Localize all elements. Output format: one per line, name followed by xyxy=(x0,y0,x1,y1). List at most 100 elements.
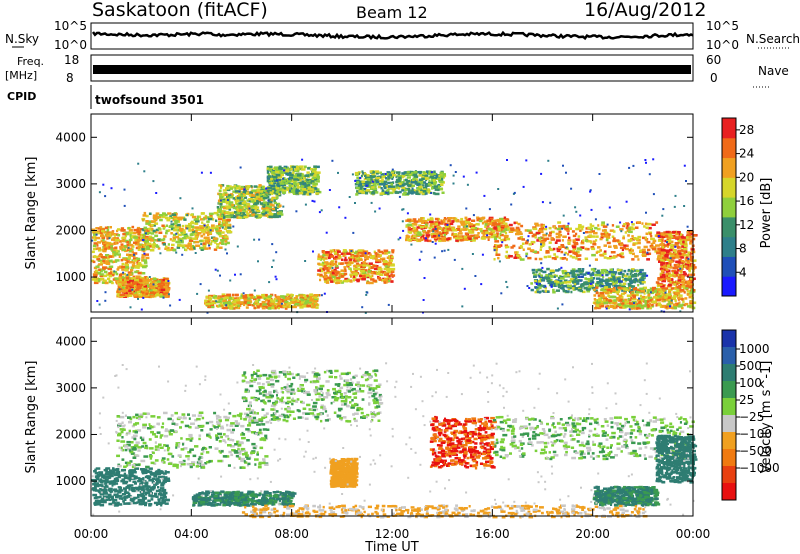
power-echo-cell xyxy=(337,253,339,256)
power-echo-cell xyxy=(438,221,440,224)
power-echo-cell xyxy=(486,220,490,223)
power-echo-cell xyxy=(134,266,137,269)
power-echo-cell xyxy=(116,250,119,253)
power-echo-cell xyxy=(290,168,293,171)
power-echo-cell xyxy=(356,181,359,184)
power-echo-cell xyxy=(423,231,425,234)
power-echo-cell xyxy=(348,267,351,270)
power-echo-cell xyxy=(379,183,383,186)
power-echo-cell xyxy=(96,258,100,261)
power-echo-cell xyxy=(353,268,355,271)
power-echo-cell xyxy=(259,215,262,218)
power-echo-cell xyxy=(107,278,110,281)
power-echo-cell xyxy=(626,227,628,230)
freq-band xyxy=(93,65,691,74)
power-echo-cell xyxy=(549,275,553,278)
power-echo-cell xyxy=(631,249,634,252)
power-echo-cell xyxy=(257,296,262,299)
power-echo-cell xyxy=(641,290,645,293)
nave-label: Nave xyxy=(758,64,789,78)
power-echo-cell xyxy=(230,187,233,190)
power-echo-cell xyxy=(243,304,245,307)
power-echo-cell xyxy=(95,270,98,273)
power-echo-cell xyxy=(324,272,327,275)
power-echo-cell xyxy=(482,237,486,240)
power-echo-cell xyxy=(361,278,366,281)
power-echo-cell xyxy=(387,262,392,265)
power-echo-cell xyxy=(163,279,165,282)
power-echo-cell xyxy=(572,252,577,255)
power-echo-cell xyxy=(119,274,122,277)
power-echo-cell xyxy=(133,242,137,245)
power-echo-cell xyxy=(345,257,347,260)
power-echo-cell xyxy=(199,247,204,250)
power-echo-cell xyxy=(604,250,607,253)
power-echo-cell xyxy=(539,258,543,261)
power-echo-cell xyxy=(110,248,113,251)
power-echo-cell xyxy=(226,216,231,219)
power-echo-cell xyxy=(644,246,648,249)
power-echo-cell xyxy=(285,182,289,185)
power-echo-cell xyxy=(391,264,395,267)
power-echo-cell xyxy=(226,185,229,188)
power-echo-cell xyxy=(343,249,346,252)
power-echo-cell xyxy=(407,219,411,222)
power-echo-cell xyxy=(541,279,545,282)
power-echo-cell xyxy=(97,241,101,244)
power-echo-cell xyxy=(315,192,319,195)
power-echo-cell xyxy=(306,305,311,308)
power-echo-cell xyxy=(110,226,112,229)
power-echo-cell xyxy=(159,219,163,222)
power-echo-cell xyxy=(272,300,275,303)
power-echo-cell xyxy=(314,300,318,303)
power-echo-cell xyxy=(646,227,649,230)
power-echo-cell xyxy=(230,196,233,199)
power-echo-cell xyxy=(299,294,303,297)
power-echo-cell xyxy=(594,298,596,301)
power-echo-cell xyxy=(540,249,542,252)
power-echo-cell xyxy=(471,220,475,223)
power-echo-cell xyxy=(608,300,612,303)
power-echo-cell xyxy=(428,188,430,191)
power-echo-cell xyxy=(562,289,565,292)
power-echo-cell xyxy=(650,238,655,241)
power-echo-cell xyxy=(219,203,222,206)
power-echo-cell xyxy=(549,227,552,230)
power-echo-cell xyxy=(641,277,644,280)
power-echo-cell xyxy=(585,248,588,251)
power-echo-cell xyxy=(364,256,368,258)
power-echo-cell xyxy=(143,284,145,287)
power-echo-cell xyxy=(276,296,280,299)
power-echo-cell xyxy=(151,232,154,235)
power-echo-cell xyxy=(615,281,618,284)
power-echo-cell xyxy=(595,258,598,261)
power-echo-cell xyxy=(252,205,255,208)
power-echo-cell xyxy=(154,235,158,238)
power-echo-cell xyxy=(604,286,608,289)
power-echo-cell xyxy=(645,223,647,226)
power-echo-cell xyxy=(401,187,404,190)
power-echo-cell xyxy=(463,236,467,239)
power-echo-cell xyxy=(250,297,253,300)
power-echo-cell xyxy=(206,220,210,223)
power-echo-cell xyxy=(239,301,243,304)
power-echo-cell xyxy=(279,300,282,303)
power-echo-cell xyxy=(138,249,141,252)
power-echo-cell xyxy=(642,255,647,258)
power-echo-cell xyxy=(651,304,653,307)
power-echo-cell xyxy=(152,285,154,288)
power-echo-cell xyxy=(205,231,209,234)
power-echo-cell xyxy=(567,239,571,242)
power-echo-cell xyxy=(153,289,157,292)
power-echo-cell xyxy=(573,235,576,238)
power-echo-cell xyxy=(552,289,555,292)
power-echo-cell xyxy=(407,238,412,241)
power-echo-cell xyxy=(547,291,550,294)
power-echo-cell xyxy=(578,224,582,227)
power-echo-cell xyxy=(129,261,134,264)
power-echo-cell xyxy=(226,230,231,233)
power-echo-cell xyxy=(109,275,113,278)
power-echo-cell xyxy=(218,208,223,211)
power-echo-cell xyxy=(171,244,175,247)
